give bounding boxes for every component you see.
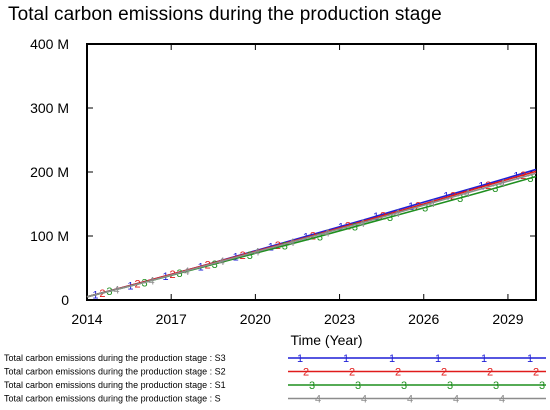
legend-marker: 4 — [315, 394, 321, 406]
series-marker-3: 3 — [177, 268, 183, 280]
plot-frame — [86, 43, 537, 301]
y-tick-label: 300 M — [30, 100, 69, 116]
series-marker-3: 3 — [492, 183, 498, 195]
series-marker-3: 3 — [422, 202, 428, 214]
series-marker-2: 2 — [485, 180, 491, 192]
series-marker-2: 2 — [520, 170, 526, 182]
x-tick-label: 2026 — [408, 311, 439, 327]
series-marker-3: 3 — [212, 259, 218, 271]
series-marker-4: 4 — [464, 188, 470, 200]
y-tick-label: 100 M — [30, 228, 69, 244]
series-marker-3: 3 — [247, 250, 253, 262]
series-marker-3: 3 — [457, 193, 463, 205]
x-tick-label: 2020 — [240, 311, 271, 327]
plot-area — [86, 43, 537, 301]
series-marker-3: 3 — [282, 241, 288, 253]
legend-marker: 1 — [527, 353, 533, 365]
series-marker-4: 4 — [254, 247, 260, 259]
legend-marker: 2 — [441, 367, 447, 379]
series-marker-4: 4 — [289, 237, 295, 249]
legend-marker: 1 — [343, 353, 349, 365]
series-marker-4: 4 — [324, 227, 330, 239]
x-axis-label: Time (Year) — [290, 332, 362, 348]
y-tick-label: 200 M — [30, 164, 69, 180]
series-marker-3: 3 — [352, 222, 358, 234]
legend-marker: 3 — [401, 380, 407, 392]
legend-marker: 3 — [309, 380, 315, 392]
series-marker-4: 4 — [429, 198, 435, 210]
legend-marker: 4 — [453, 394, 459, 406]
x-tick-label: 2023 — [324, 311, 355, 327]
legend-marker: 1 — [389, 353, 395, 365]
legend: Total carbon emissions during the produc… — [4, 353, 546, 406]
legend-marker: 2 — [303, 367, 309, 379]
legend-label: Total carbon emissions during the produc… — [4, 367, 226, 377]
x-tick-label: 2017 — [156, 311, 187, 327]
y-tick-label: 400 M — [30, 36, 69, 52]
series-marker-3: 3 — [106, 286, 112, 298]
legend-marker: 2 — [349, 367, 355, 379]
legend-marker: 4 — [361, 394, 367, 406]
legend-marker: 1 — [435, 353, 441, 365]
x-tick-label: 2029 — [492, 311, 523, 327]
series-marker-1: 1 — [92, 290, 98, 302]
legend-marker: 3 — [493, 380, 499, 392]
series-marker-3: 3 — [527, 173, 533, 185]
legend-marker: 3 — [355, 380, 361, 392]
legend-label: Total carbon emissions during the produc… — [4, 394, 221, 404]
chart-title: Total carbon emissions during the produc… — [8, 4, 442, 25]
series-marker-4: 4 — [359, 218, 365, 230]
legend-marker: 3 — [539, 380, 545, 392]
y-tick-label: 0 — [61, 292, 69, 308]
legend-marker: 1 — [297, 353, 303, 365]
series-group: 1111111111111222222222222233333333333334… — [86, 168, 537, 302]
series-marker-3: 3 — [387, 212, 393, 224]
series-marker-4: 4 — [394, 208, 400, 220]
series-marker-4: 4 — [113, 284, 119, 296]
legend-marker: 2 — [533, 367, 539, 379]
legend-marker: 4 — [407, 394, 413, 406]
legend-marker: 4 — [499, 394, 505, 406]
series-marker-4: 4 — [219, 256, 225, 268]
legend-marker: 2 — [395, 367, 401, 379]
x-tick-label: 2014 — [71, 311, 102, 327]
series-marker-4: 4 — [148, 275, 154, 287]
legend-label: Total carbon emissions during the produc… — [4, 380, 226, 390]
series-marker-3: 3 — [317, 231, 323, 243]
series-marker-4: 4 — [499, 178, 505, 190]
legend-marker: 1 — [481, 353, 487, 365]
legend-marker: 3 — [447, 380, 453, 392]
legend-label: Total carbon emissions during the produc… — [4, 353, 226, 363]
legend-marker: 2 — [487, 367, 493, 379]
series-marker-3: 3 — [141, 277, 147, 289]
series-marker-4: 4 — [184, 266, 190, 278]
axes: 0 100 M 200 M 300 M 400 M 2014 2017 2020 2023 202… — [30, 36, 536, 348]
